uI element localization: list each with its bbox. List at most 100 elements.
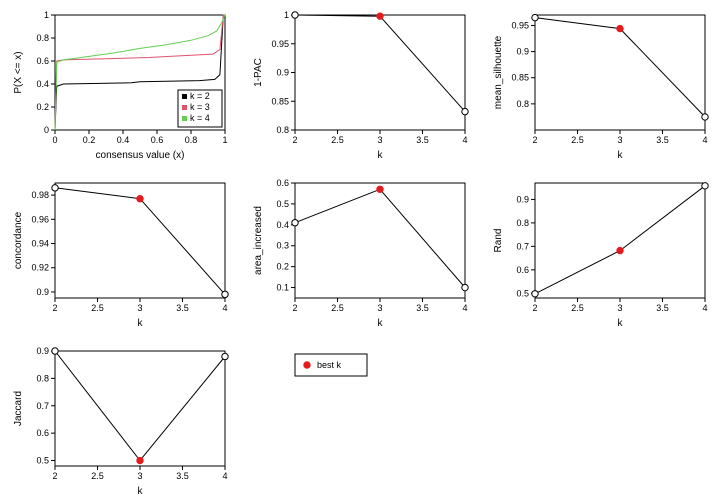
- svg-text:3.5: 3.5: [656, 303, 669, 313]
- y-axis-label: Rand: [493, 229, 504, 253]
- svg-text:3.5: 3.5: [176, 471, 189, 481]
- svg-text:0.5: 0.5: [36, 456, 49, 466]
- legend-swatch: [182, 105, 187, 110]
- legend-label: k = 2: [190, 91, 210, 101]
- svg-text:0.6: 0.6: [276, 178, 289, 188]
- svg-text:0.6: 0.6: [516, 265, 529, 275]
- svg-text:3: 3: [617, 303, 622, 313]
- svg-text:0.7: 0.7: [516, 241, 529, 251]
- point: [222, 353, 228, 359]
- best-k-point: [617, 25, 623, 31]
- svg-text:2.5: 2.5: [91, 303, 104, 313]
- svg-text:0.9: 0.9: [36, 346, 49, 356]
- svg-text:0.5: 0.5: [516, 288, 529, 298]
- legend-label: k = 4: [190, 113, 210, 123]
- point: [222, 291, 228, 297]
- jaccard-panel: 22.533.540.50.60.70.80.9kJaccard: [0, 336, 240, 504]
- one_minus_pac-line: [295, 15, 465, 112]
- svg-text:0: 0: [44, 125, 49, 135]
- svg-text:4: 4: [222, 471, 227, 481]
- svg-text:2: 2: [532, 135, 537, 145]
- svg-text:2: 2: [292, 303, 297, 313]
- svg-text:0.7: 0.7: [36, 401, 49, 411]
- area_increased-panel: 22.533.540.10.20.30.40.50.6karea_increas…: [240, 168, 480, 336]
- svg-text:0.8: 0.8: [516, 99, 529, 109]
- y-axis-label: concordance: [13, 211, 24, 269]
- svg-text:1: 1: [284, 10, 289, 20]
- y-axis-label: 1-PAC: [253, 58, 264, 87]
- point: [292, 220, 298, 226]
- svg-text:2.5: 2.5: [331, 135, 344, 145]
- best-k-icon: [304, 362, 310, 368]
- legend-label: k = 3: [190, 102, 210, 112]
- empty-panel: [480, 336, 720, 504]
- point: [292, 12, 298, 18]
- svg-text:4: 4: [462, 135, 467, 145]
- point: [532, 291, 538, 297]
- jaccard-line: [55, 351, 225, 461]
- x-axis-label: k: [138, 486, 144, 497]
- svg-text:0.95: 0.95: [271, 39, 289, 49]
- svg-text:2.5: 2.5: [91, 471, 104, 481]
- one_minus_pac-panel: 22.533.540.80.850.90.951k1-PAC: [240, 0, 480, 168]
- y-axis-label: P(X <= x): [13, 51, 24, 93]
- svg-text:0.1: 0.1: [276, 283, 289, 293]
- svg-text:2.5: 2.5: [331, 303, 344, 313]
- svg-text:0.6: 0.6: [151, 135, 164, 145]
- svg-text:0.98: 0.98: [31, 190, 49, 200]
- chart-grid: 00.20.40.60.8100.20.40.60.81consensus va…: [0, 0, 720, 504]
- svg-text:0.8: 0.8: [516, 218, 529, 228]
- svg-text:0.4: 0.4: [117, 135, 130, 145]
- svg-text:3.5: 3.5: [176, 303, 189, 313]
- svg-text:4: 4: [462, 303, 467, 313]
- mean_silhouette-panel: 22.533.540.80.850.90.95kmean_silhouette: [480, 0, 720, 168]
- bestk-legend-panel: best k: [240, 336, 480, 504]
- svg-text:2.5: 2.5: [571, 303, 584, 313]
- x-axis-label: k: [618, 318, 624, 329]
- svg-text:2: 2: [292, 135, 297, 145]
- best-k-point: [137, 457, 143, 463]
- point: [532, 14, 538, 20]
- x-axis-label: k: [378, 150, 384, 161]
- x-axis-label: k: [378, 318, 384, 329]
- svg-text:0.9: 0.9: [516, 47, 529, 57]
- best-k-point: [377, 186, 383, 192]
- svg-text:3: 3: [377, 303, 382, 313]
- svg-text:3: 3: [137, 303, 142, 313]
- svg-text:0.6: 0.6: [36, 56, 49, 66]
- rand-panel: 22.533.540.50.60.70.80.9kRand: [480, 168, 720, 336]
- svg-text:0.9: 0.9: [36, 287, 49, 297]
- svg-text:1: 1: [44, 10, 49, 20]
- svg-text:4: 4: [702, 135, 707, 145]
- svg-text:0.8: 0.8: [276, 125, 289, 135]
- svg-text:3.5: 3.5: [416, 303, 429, 313]
- best-k-point: [377, 13, 383, 19]
- point: [702, 114, 708, 120]
- point: [52, 185, 58, 191]
- svg-text:4: 4: [222, 303, 227, 313]
- svg-text:3.5: 3.5: [416, 135, 429, 145]
- svg-text:0.8: 0.8: [36, 373, 49, 383]
- svg-text:0.2: 0.2: [36, 102, 49, 112]
- svg-text:4: 4: [702, 303, 707, 313]
- svg-text:0.4: 0.4: [276, 220, 289, 230]
- svg-text:0.2: 0.2: [276, 262, 289, 272]
- svg-text:3: 3: [377, 135, 382, 145]
- svg-text:0.8: 0.8: [185, 135, 198, 145]
- y-axis-label: Jaccard: [13, 391, 24, 426]
- svg-text:0.3: 0.3: [276, 241, 289, 251]
- svg-text:0.95: 0.95: [511, 20, 529, 30]
- svg-text:3: 3: [617, 135, 622, 145]
- svg-text:1: 1: [222, 135, 227, 145]
- best-k-point: [137, 196, 143, 202]
- svg-text:2.5: 2.5: [571, 135, 584, 145]
- svg-text:0.8: 0.8: [36, 33, 49, 43]
- svg-text:0.96: 0.96: [31, 214, 49, 224]
- concordance-line: [55, 188, 225, 295]
- svg-text:0.94: 0.94: [31, 239, 49, 249]
- x-axis-label: k: [138, 318, 144, 329]
- x-axis-label: k: [618, 150, 624, 161]
- point: [462, 108, 468, 114]
- bestk-legend-label: best k: [317, 360, 342, 370]
- svg-text:0.92: 0.92: [31, 263, 49, 273]
